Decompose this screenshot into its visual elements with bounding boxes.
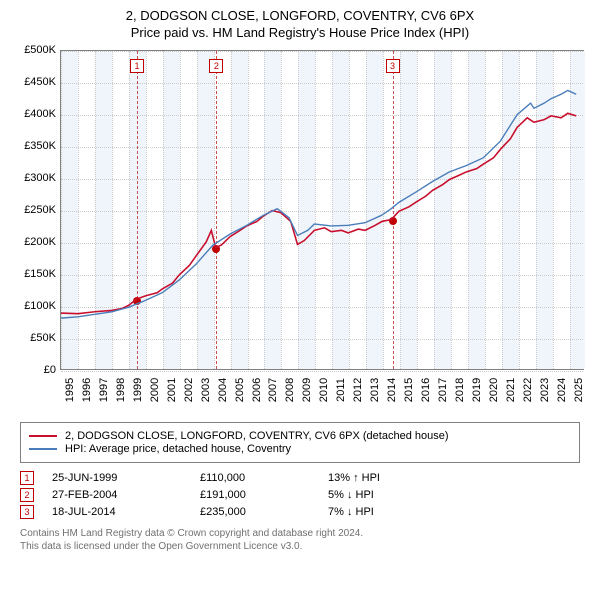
- chart-container: 2, DODGSON CLOSE, LONGFORD, COVENTRY, CV…: [0, 0, 600, 563]
- x-tick-label: 2000: [149, 378, 161, 402]
- series-hpi: [61, 90, 576, 318]
- x-tick-label: 2010: [318, 378, 330, 402]
- title-subtitle: Price paid vs. HM Land Registry's House …: [10, 25, 590, 40]
- x-tick-label: 2006: [251, 378, 263, 402]
- y-tick-label: £350K: [6, 140, 56, 152]
- legend-item: HPI: Average price, detached house, Cove…: [29, 443, 571, 455]
- event-price: £235,000: [200, 506, 310, 518]
- event-price: £191,000: [200, 489, 310, 501]
- x-tick-label: 2024: [556, 378, 568, 402]
- title-address: 2, DODGSON CLOSE, LONGFORD, COVENTRY, CV…: [10, 8, 590, 23]
- x-tick-label: 2023: [539, 378, 551, 402]
- chart: 123 £0£50K£100K£150K£200K£250K£300K£350K…: [10, 46, 590, 416]
- legend-item: 2, DODGSON CLOSE, LONGFORD, COVENTRY, CV…: [29, 430, 571, 442]
- event-date: 27-FEB-2004: [52, 489, 182, 501]
- event-date: 25-JUN-1999: [52, 472, 182, 484]
- x-tick-label: 1997: [98, 378, 110, 402]
- legend-swatch: [29, 435, 57, 437]
- plot-area: 123: [60, 50, 584, 370]
- y-tick-label: £500K: [6, 44, 56, 56]
- x-tick-label: 1998: [115, 378, 127, 402]
- y-tick-label: £450K: [6, 76, 56, 88]
- footer-attribution: Contains HM Land Registry data © Crown c…: [20, 527, 580, 553]
- x-tick-label: 2016: [420, 378, 432, 402]
- y-tick-label: £300K: [6, 172, 56, 184]
- event-hpi-diff: 13% ↑ HPI: [328, 472, 448, 484]
- x-tick-label: 2020: [488, 378, 500, 402]
- x-tick-label: 2004: [217, 378, 229, 402]
- x-tick-label: 2002: [183, 378, 195, 402]
- x-tick-label: 2003: [200, 378, 212, 402]
- y-tick-label: £250K: [6, 204, 56, 216]
- x-tick-label: 2012: [352, 378, 364, 402]
- event-price: £110,000: [200, 472, 310, 484]
- x-tick-label: 2021: [505, 378, 517, 402]
- x-tick-label: 2009: [301, 378, 313, 402]
- y-tick-label: £400K: [6, 108, 56, 120]
- x-tick-label: 1999: [132, 378, 144, 402]
- event-date: 18-JUL-2014: [52, 506, 182, 518]
- event-number-box: 2: [20, 488, 34, 502]
- x-tick-label: 2017: [437, 378, 449, 402]
- title-block: 2, DODGSON CLOSE, LONGFORD, COVENTRY, CV…: [10, 8, 590, 40]
- events-table: 1 25-JUN-1999 £110,000 13% ↑ HPI 2 27-FEB-200…: [20, 471, 580, 519]
- x-tick-label: 2019: [471, 378, 483, 402]
- y-tick-label: £150K: [6, 268, 56, 280]
- x-tick-label: 2025: [573, 378, 585, 402]
- y-tick-label: £100K: [6, 300, 56, 312]
- y-tick-label: £50K: [6, 332, 56, 344]
- footer-line1: Contains HM Land Registry data © Crown c…: [20, 527, 580, 540]
- x-tick-label: 1995: [64, 378, 76, 402]
- legend-label: 2, DODGSON CLOSE, LONGFORD, COVENTRY, CV…: [65, 430, 449, 442]
- y-tick-label: £200K: [6, 236, 56, 248]
- gridline-h: [61, 371, 583, 372]
- x-tick-label: 2008: [284, 378, 296, 402]
- x-tick-label: 2005: [234, 378, 246, 402]
- event-row: 1 25-JUN-1999 £110,000 13% ↑ HPI: [20, 471, 580, 485]
- y-tick-label: £0: [6, 364, 56, 376]
- x-tick-label: 2015: [403, 378, 415, 402]
- x-tick-label: 2007: [267, 378, 279, 402]
- event-number-box: 3: [20, 505, 34, 519]
- event-hpi-diff: 5% ↓ HPI: [328, 489, 448, 501]
- x-tick-label: 2018: [454, 378, 466, 402]
- event-hpi-diff: 7% ↓ HPI: [328, 506, 448, 518]
- legend-label: HPI: Average price, detached house, Cove…: [65, 443, 291, 455]
- x-tick-label: 2001: [166, 378, 178, 402]
- x-tick-label: 2022: [522, 378, 534, 402]
- line-layer: [61, 51, 583, 369]
- event-row: 3 18-JUL-2014 £235,000 7% ↓ HPI: [20, 505, 580, 519]
- footer-line2: This data is licensed under the Open Gov…: [20, 540, 580, 553]
- x-tick-label: 1996: [81, 378, 93, 402]
- event-row: 2 27-FEB-2004 £191,000 5% ↓ HPI: [20, 488, 580, 502]
- x-tick-label: 2011: [335, 378, 347, 402]
- x-tick-label: 2013: [369, 378, 381, 402]
- x-tick-label: 2014: [386, 378, 398, 402]
- event-number-box: 1: [20, 471, 34, 485]
- legend: 2, DODGSON CLOSE, LONGFORD, COVENTRY, CV…: [20, 422, 580, 463]
- legend-swatch: [29, 448, 57, 450]
